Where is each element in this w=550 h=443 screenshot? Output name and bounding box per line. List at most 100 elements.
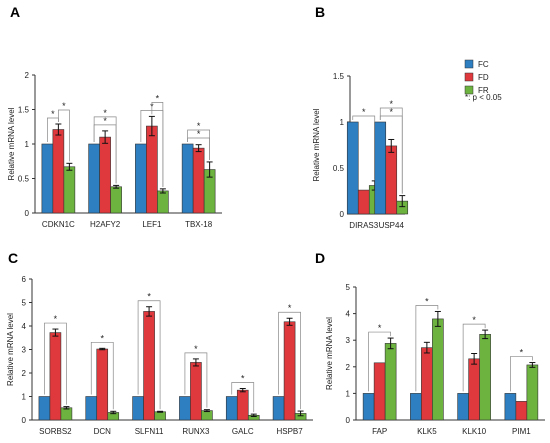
significance-bracket — [93, 116, 117, 184]
bar-fr — [479, 334, 491, 421]
x-tick-label: GALC — [232, 427, 254, 436]
y-tick-label: 0 — [346, 416, 351, 425]
bar-fr — [526, 364, 539, 421]
bar-fd — [99, 136, 111, 214]
y-axis-label: Relative mRNA level — [325, 317, 334, 390]
panel-label-a: A — [10, 4, 20, 20]
bar-fr — [60, 407, 73, 421]
x-tick-label: SORBS2 — [39, 427, 72, 436]
significance-bracket — [151, 102, 164, 187]
significance-star: * — [389, 99, 393, 109]
legend-swatch-fr — [464, 85, 474, 95]
significance-star: * — [156, 93, 160, 103]
bar-fc — [181, 143, 194, 214]
bar-fc — [135, 143, 147, 214]
bar-fd — [96, 348, 109, 421]
bar-fd — [515, 401, 528, 421]
legend-label-fc: FC — [478, 60, 489, 69]
bar-fc — [88, 143, 100, 214]
y-tick-label: 1.5 — [333, 72, 345, 81]
y-tick-label: 3 — [22, 346, 27, 355]
significance-star: * — [100, 333, 104, 343]
bar-fr — [432, 318, 444, 421]
x-tick-label: RUNX3 — [182, 427, 210, 436]
x-tick-label: DCN — [94, 427, 112, 436]
y-tick-label: 2 — [22, 369, 27, 378]
significance-star: * — [62, 101, 66, 111]
y-tick-label: 3 — [346, 336, 351, 345]
bar-fc — [41, 143, 54, 214]
significance-star: * — [197, 129, 201, 139]
panel-label-d: D — [315, 250, 325, 266]
y-tick-label: 0 — [22, 416, 27, 425]
x-tick-label: H2AFY2 — [90, 220, 121, 229]
legend-swatch-fc — [464, 59, 474, 69]
y-tick-label: 2 — [25, 71, 30, 80]
bar-fd — [385, 145, 398, 215]
bar-fd — [52, 129, 65, 214]
y-tick-label: 4 — [346, 310, 351, 319]
bar-fc — [410, 393, 422, 421]
bar-fd — [190, 362, 202, 421]
significance-star: * — [194, 344, 198, 354]
bar-fc — [457, 393, 469, 421]
significance-bracket — [379, 107, 403, 194]
significance-star: * — [378, 323, 382, 333]
bar-fd — [283, 321, 296, 421]
significance-star: * — [54, 314, 58, 324]
bar-fc — [38, 396, 51, 421]
y-axis-label: Relative mRNA level — [6, 313, 15, 386]
y-axis-label: Relative mRNA level — [312, 108, 321, 181]
x-tick-label: KLK5 — [417, 427, 437, 436]
y-tick-label: 0.5 — [333, 164, 345, 173]
legend-label-fd: FD — [478, 73, 489, 82]
significance-star: * — [362, 107, 366, 117]
significance-star: * — [425, 296, 429, 306]
legend-note: *: p < 0.05 — [465, 93, 502, 102]
y-tick-label: 0 — [25, 209, 30, 218]
bar-fc — [504, 393, 517, 421]
bar-fd — [421, 347, 433, 421]
x-tick-label: DIRAS3 — [349, 221, 378, 230]
bar-fc — [132, 396, 144, 421]
x-tick-label: PIM1 — [512, 427, 531, 436]
y-tick-label: 1 — [346, 389, 351, 398]
significance-bracket — [278, 311, 301, 410]
x-tick-label: CDKN1C — [42, 220, 75, 229]
bar-fd — [146, 125, 158, 214]
significance-star: * — [197, 121, 201, 131]
x-tick-label: LEF1 — [142, 220, 162, 229]
bar-fd — [143, 311, 155, 421]
bar-fd — [373, 362, 386, 421]
chart-panel-d: 0 1 2 3 4 5 Relative mRNA level * FAP * KLK5 * KLK10… — [325, 283, 545, 436]
significance-star: * — [288, 303, 292, 313]
x-tick-label: FAP — [372, 427, 387, 436]
significance-bracket — [415, 305, 439, 392]
significance-star: * — [241, 374, 245, 384]
significance-bracket — [368, 331, 391, 392]
significance-bracket — [44, 322, 67, 405]
bar-fr — [63, 166, 76, 214]
bar-fc — [272, 396, 285, 421]
bar-fd — [49, 332, 62, 421]
panel-label-c: C — [8, 250, 18, 266]
significance-star: * — [472, 315, 476, 325]
significance-bracket — [90, 341, 114, 410]
bar-fr — [110, 186, 122, 214]
x-tick-label: TBX-18 — [185, 220, 213, 229]
y-tick-label: 1.5 — [18, 106, 30, 115]
bar-fr — [384, 343, 397, 421]
legend-swatch-fd — [464, 72, 474, 82]
bar-fc — [225, 396, 238, 421]
bar-fr — [157, 190, 169, 214]
significance-bracket — [184, 352, 208, 408]
bar-fc — [362, 393, 375, 421]
x-tick-label: USP44 — [379, 221, 405, 230]
y-tick-label: 5 — [346, 283, 351, 292]
chart-panel-c: 0 1 2 3 4 5 6 Relative mRNA level * SORBS2 * DCN * SL… — [6, 275, 313, 436]
significance-bracket — [137, 300, 161, 410]
legend: FC FD FR*: p < 0.05 — [464, 59, 502, 102]
